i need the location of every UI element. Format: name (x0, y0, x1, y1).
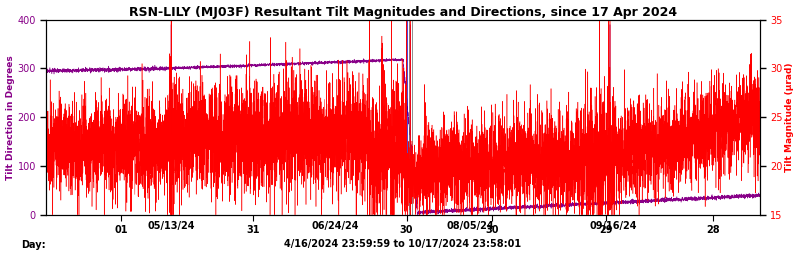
Text: Day:: Day: (21, 240, 46, 250)
Text: 05/13/24: 05/13/24 (147, 221, 195, 231)
Y-axis label: Tilt Magnitude (μrad): Tilt Magnitude (μrad) (786, 62, 794, 172)
Text: 09/16/24: 09/16/24 (590, 221, 638, 231)
Y-axis label: Tilt Direction in Degrees: Tilt Direction in Degrees (6, 55, 14, 180)
Text: 4/16/2024 23:59:59 to 10/17/2024 23:58:01: 4/16/2024 23:59:59 to 10/17/2024 23:58:0… (285, 239, 522, 249)
Title: RSN-LILY (MJ03F) Resultant Tilt Magnitudes and Directions, since 17 Apr 2024: RSN-LILY (MJ03F) Resultant Tilt Magnitud… (129, 6, 677, 18)
Text: 06/24/24: 06/24/24 (311, 221, 359, 231)
Text: 08/05/24: 08/05/24 (447, 221, 494, 231)
